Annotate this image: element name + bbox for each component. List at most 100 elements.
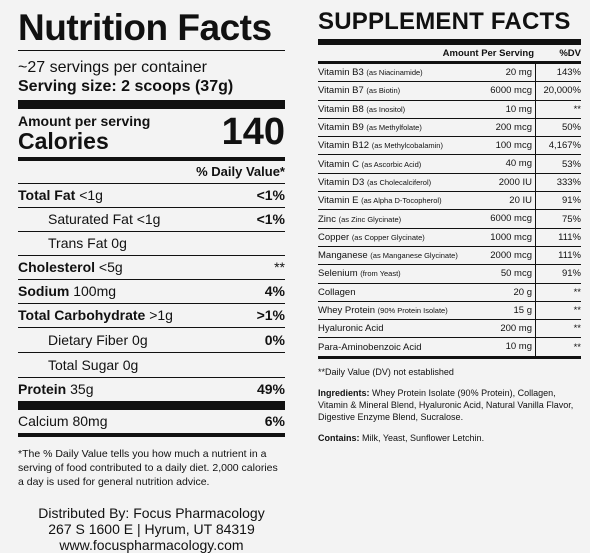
supplement-row: Vitamin B9 (as Methylfolate) 200 mcg 50% bbox=[318, 118, 581, 138]
servings-per-container: ~27 servings per container bbox=[18, 59, 207, 76]
supplement-dv: 333% bbox=[556, 176, 581, 188]
supplement-source: (from Yeast) bbox=[360, 269, 401, 279]
nutrient-row-sodium: Sodium 100mg 4% bbox=[18, 279, 285, 303]
supplement-row: Zinc (as Zinc Glycinate) 6000 mcg 75% bbox=[318, 210, 581, 229]
supplement-amount: 6000 mcg bbox=[486, 210, 536, 228]
supplement-source: (as Biotin) bbox=[366, 86, 401, 96]
supplement-name: Collagen bbox=[318, 286, 356, 298]
supplement-amount: 20 mg bbox=[486, 64, 536, 82]
nutrient-row-total-sugar: Total Sugar 0g bbox=[18, 352, 285, 377]
supplement-row: Whey Protein (90% Protein Isolate) 15 g ** bbox=[318, 301, 581, 321]
supplement-source: (as Alpha D-Tocopherol) bbox=[361, 196, 442, 206]
supplement-dv: 20,000% bbox=[543, 85, 581, 97]
supplement-amount: 1000 mcg bbox=[486, 228, 536, 246]
nutrient-row-protein: Protein 35g 49% bbox=[18, 377, 285, 401]
supplement-row: Vitamin D3 (as Cholecalciferol) 2000 IU 33… bbox=[318, 173, 581, 193]
supplement-dv: ** bbox=[573, 305, 581, 316]
header-amount-per-serving: Amount Per Serving bbox=[442, 48, 534, 59]
supplement-amount: 15 g bbox=[486, 301, 536, 320]
supplement-source: (90% Protein Isolate) bbox=[377, 306, 448, 315]
amount-per-serving: Amount per serving bbox=[18, 113, 151, 129]
supplement-source: (as Manganese Glycinate) bbox=[370, 251, 458, 261]
supplement-dv: 91% bbox=[561, 195, 581, 207]
nutrient-row-cholesterol: Cholesterol <5g ** bbox=[18, 255, 285, 279]
nutrition-facts-panel: Nutrition Facts ~27 servings per contain… bbox=[18, 6, 285, 553]
supplement-dv: ** bbox=[573, 341, 581, 353]
supplement-facts-panel: SUPPLEMENT FACTS Amount Per Serving %DV … bbox=[318, 8, 581, 443]
supplement-row: Vitamin B12 (as Methylcobalamin) 100 mcg 4… bbox=[318, 137, 581, 156]
distributor-name: Distributed By: Focus Pharmacology bbox=[38, 505, 265, 521]
supplement-name: Copper (as Copper Glycinate) bbox=[318, 231, 425, 243]
supplement-header-row: Amount Per Serving %DV bbox=[318, 45, 581, 61]
supplement-row: Hyaluronic Acid 200 mg ** bbox=[318, 320, 581, 339]
supplement-name: Vitamin B3 (as Niacinamide) bbox=[318, 67, 423, 79]
dv-not-established-note: **Daily Value (DV) not established bbox=[318, 366, 454, 377]
daily-value-footnote: *The % Daily Value tells you how much a … bbox=[18, 448, 278, 488]
supplement-amount: 20 IU bbox=[486, 192, 536, 210]
supplement-dv: 111% bbox=[558, 250, 581, 262]
nutrient-row-total-fat: Total Fat <1g <1% bbox=[18, 183, 285, 207]
supplement-source: (as Inositol) bbox=[366, 104, 406, 114]
contains-text: Contains: Milk, Yeast, Sunflower Letchin… bbox=[318, 432, 485, 443]
nutrient-row-trans-fat: Trans Fat 0g bbox=[18, 231, 285, 255]
supplement-dv: 111% bbox=[558, 231, 581, 243]
daily-value-header: % Daily Value* bbox=[196, 164, 285, 179]
supplement-amount: 20 g bbox=[486, 283, 536, 301]
supplement-dv: ** bbox=[573, 323, 581, 335]
supplement-source: (as Copper Glycinate) bbox=[351, 232, 425, 242]
supplement-row: Vitamin B7 (as Biotin) 6000 mcg 20,000% bbox=[318, 82, 581, 101]
supplement-dv: 143% bbox=[556, 67, 581, 79]
supplement-source: (as Cholecalciferol) bbox=[366, 177, 432, 187]
calories-label: Calories bbox=[18, 128, 109, 154]
supplement-name: Vitamin B7 (as Biotin) bbox=[318, 85, 401, 97]
supplement-name: Para-Aminobenzoic Acid bbox=[318, 341, 422, 353]
supplement-dv: 75% bbox=[561, 213, 581, 225]
supplement-amount: 40 mg bbox=[486, 155, 536, 173]
supplement-amount: 10 mg bbox=[486, 100, 536, 118]
header-daily-value: %DV bbox=[559, 48, 581, 59]
nutrient-row-dietary-fiber: Dietary Fiber 0g 0% bbox=[18, 327, 285, 352]
supplement-amount: 6000 mcg bbox=[486, 82, 536, 100]
supplement-amount: 2000 mcg bbox=[486, 246, 536, 265]
supplement-dv: 53% bbox=[561, 158, 581, 170]
supplement-rows: Vitamin B3 (as Niacinamide) 20 mg 143% Vita… bbox=[318, 64, 581, 357]
supplement-name: Vitamin B9 (as Methylfolate) bbox=[318, 122, 422, 134]
supplement-amount: 50 mcg bbox=[486, 265, 536, 283]
supplement-name: Vitamin C (as Ascorbic Acid) bbox=[318, 158, 422, 170]
supplement-name: Vitamin D3 (as Cholecalciferol) bbox=[318, 176, 432, 188]
distributor-website: www.focuspharmacology.com bbox=[59, 537, 244, 553]
supplement-source: (as Methylcobalamin) bbox=[371, 141, 443, 151]
supplement-row: Vitamin B8 (as Inositol) 10 mg ** bbox=[318, 100, 581, 119]
supplement-dv: ** bbox=[573, 286, 581, 298]
supplement-dv: 91% bbox=[561, 268, 581, 280]
supplement-name: Vitamin B8 (as Inositol) bbox=[318, 103, 406, 115]
supplement-source: (as Methylfolate) bbox=[366, 123, 422, 133]
distributor-block: Distributed By: Focus Pharmacology 267 S… bbox=[18, 505, 285, 553]
nutrient-row-saturated-fat: Saturated Fat <1g <1% bbox=[18, 207, 285, 231]
supplement-name: Whey Protein (90% Protein Isolate) bbox=[318, 305, 448, 316]
supplement-source: (as Ascorbic Acid) bbox=[361, 159, 422, 169]
supplement-amount: 200 mg bbox=[486, 320, 536, 338]
nutrient-row-total-carbohydrate: Total Carbohydrate >1g >1% bbox=[18, 303, 285, 327]
calories-value: 140 bbox=[221, 111, 285, 153]
supplement-name: Manganese (as Manganese Glycinate) bbox=[318, 250, 458, 262]
supplement-name: Vitamin E (as Alpha D-Tocopherol) bbox=[318, 195, 442, 207]
supplement-row: Vitamin C (as Ascorbic Acid) 40 mg 53% bbox=[318, 155, 581, 174]
supplement-row: Copper (as Copper Glycinate) 1000 mcg 111% bbox=[318, 228, 581, 247]
serving-size: Serving size: 2 scoops (37g) bbox=[18, 78, 234, 95]
supplement-row: Manganese (as Manganese Glycinate) 2000 m… bbox=[318, 246, 581, 266]
nutrient-row-calcium: Calcium 80mg 6% bbox=[18, 413, 285, 429]
supplement-dv: 4,167% bbox=[548, 140, 581, 152]
supplement-name: Zinc (as Zinc Glycinate) bbox=[318, 213, 402, 225]
supplement-amount: 100 mcg bbox=[486, 137, 536, 155]
supplement-name: Hyaluronic Acid bbox=[318, 323, 384, 335]
supplement-source: (as Niacinamide) bbox=[366, 68, 423, 78]
supplement-amount: 200 mcg bbox=[486, 118, 536, 137]
supplement-name: Vitamin B12 (as Methylcobalamin) bbox=[318, 140, 443, 152]
distributor-address: 267 S 1600 E | Hyrum, UT 84319 bbox=[48, 521, 255, 537]
supplement-amount: 2000 IU bbox=[486, 173, 536, 192]
supplement-dv: 50% bbox=[561, 122, 581, 134]
supplement-source: (as Zinc Glycinate) bbox=[338, 214, 402, 224]
supplement-row: Collagen 20 g ** bbox=[318, 283, 581, 302]
supplement-row: Selenium (from Yeast) 50 mcg 91% bbox=[318, 265, 581, 284]
